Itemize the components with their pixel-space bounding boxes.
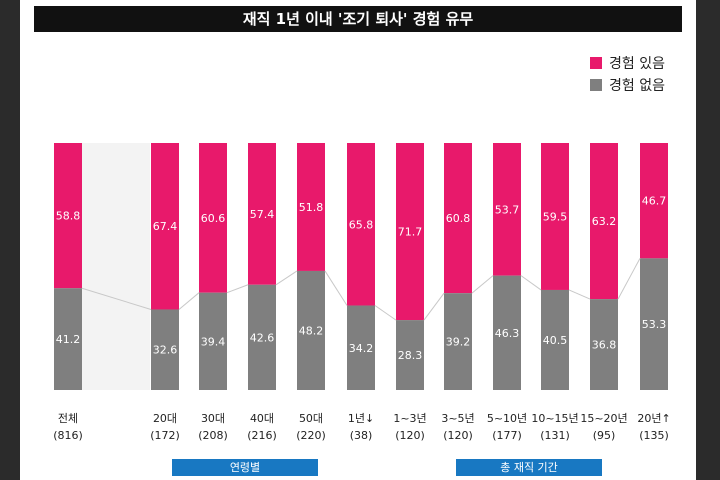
legend-label-experienced: 경험 있음 [609,56,665,72]
category-label: 3~5년 [441,412,474,425]
category-count: (95) [593,429,616,442]
category-label: 전체 [58,412,78,425]
connector-line [520,275,542,291]
bar-experienced [199,143,227,293]
chart-frame: 재직 1년 이내 '조기 퇴사' 경험 유무 경험 있음 경험 없음 58.8 4… [20,0,696,480]
data-label-experienced: 60.6 [201,212,226,225]
category-count: (208) [198,429,228,442]
connector-line [81,287,152,310]
bar-not-experienced [444,293,472,390]
bar-experienced [248,143,276,285]
data-label-not-experienced: 40.5 [543,334,568,347]
data-label-experienced: 71.7 [398,226,423,239]
data-label-experienced: 59.5 [543,210,568,223]
data-label-not-experienced: 36.8 [592,339,617,352]
data-label-not-experienced: 39.2 [446,336,471,349]
category-count: (38) [350,429,373,442]
data-label-not-experienced: 32.6 [153,344,178,357]
category-label: 20년↑ [637,412,670,425]
category-label: 1년↓ [348,412,374,425]
connector-line [226,284,249,294]
data-label-experienced: 58.8 [56,210,81,223]
category-count: (220) [296,429,326,442]
data-label-not-experienced: 28.3 [398,349,423,362]
category-count: (816) [53,429,83,442]
data-label-experienced: 53.7 [495,203,520,216]
category-count: (177) [492,429,522,442]
bar-not-experienced [590,299,618,390]
bar-not-experienced [248,284,276,390]
category-count: (120) [395,429,425,442]
bar-not-experienced [396,320,424,390]
data-label-not-experienced: 39.4 [201,335,226,348]
data-label-experienced: 51.8 [299,201,324,214]
bar-experienced [541,143,569,290]
connector-line [275,270,298,286]
category-label: 10~15년 [531,412,578,425]
data-label-experienced: 63.2 [592,215,617,228]
category-count: (172) [150,429,180,442]
category-label: 5~10년 [487,412,527,425]
category-count: (216) [247,429,277,442]
bar-not-experienced [151,309,179,390]
bar-not-experienced [541,289,569,390]
bar-experienced [640,143,668,259]
connector-line [178,292,200,310]
data-label-experienced: 65.8 [349,218,374,231]
data-label-experienced: 46.7 [642,195,667,208]
data-label-experienced: 57.4 [250,208,275,221]
stacked-bar-chart: 58.8 41.2 전체 (816) 67.4 32.6 20대 (172) 60.6 39.4 3… [53,143,671,442]
category-label: 15~20년 [580,412,627,425]
legend-item-experienced: 경험 있음 [590,52,665,74]
category-label: 20대 [153,412,177,425]
bar-not-experienced [493,275,521,390]
group-tag-age: 연령별 [172,459,318,476]
legend-swatch-experienced [590,57,602,69]
category-label: 50대 [299,412,323,425]
group-tag-tenure: 총 재직 기간 [456,459,602,476]
data-label-experienced: 60.8 [446,212,471,225]
connector-line [374,305,397,321]
data-label-not-experienced: 53.3 [642,318,667,331]
data-label-experienced: 67.4 [153,220,178,233]
bar-experienced [54,143,82,289]
connector-line [568,289,591,300]
bar-not-experienced [199,292,227,390]
gap-backdrop [82,143,150,390]
legend-label-not-experienced: 경험 없음 [609,78,665,94]
data-label-not-experienced: 42.6 [250,331,275,344]
data-label-not-experienced: 46.3 [495,327,520,340]
category-label: 30대 [201,412,225,425]
bar-experienced [297,143,325,271]
bar-not-experienced [54,288,82,390]
connector-line [617,258,641,300]
bar-not-experienced [297,270,325,390]
category-count: (131) [540,429,570,442]
bar-experienced [590,143,618,300]
legend: 경험 있음 경험 없음 [590,52,665,96]
data-label-not-experienced: 48.2 [299,324,324,337]
category-count: (120) [443,429,473,442]
bar-experienced [444,143,472,294]
category-label: 1~3년 [393,412,426,425]
connector-line [423,292,445,321]
bar-experienced [151,143,179,310]
connector-line [324,270,348,306]
bar-experienced [396,143,424,321]
connector-line [471,275,494,294]
bar-experienced [347,143,375,306]
bar-not-experienced [640,258,668,390]
legend-item-not-experienced: 경험 없음 [590,74,665,96]
category-label: 40대 [250,412,274,425]
bar-not-experienced [347,305,375,390]
category-count: (135) [639,429,669,442]
data-label-not-experienced: 34.2 [349,342,374,355]
chart-title: 재직 1년 이내 '조기 퇴사' 경험 유무 [34,6,682,32]
legend-swatch-not-experienced [590,79,602,91]
data-label-not-experienced: 41.2 [56,333,81,346]
bar-experienced [493,143,521,276]
